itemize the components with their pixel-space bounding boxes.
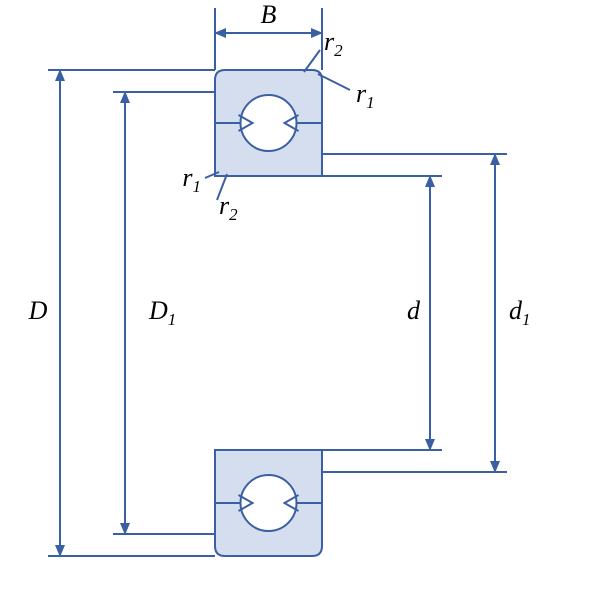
label-D1: D1	[148, 296, 176, 329]
label-r1-inner: r1	[182, 163, 201, 196]
label-r2-outer: r2	[324, 27, 343, 60]
bearing-cross-section-diagram: B D D1 d d1 r1 r2 r1 r2	[0, 0, 600, 600]
label-B: B	[261, 0, 277, 29]
bearing-bottom-half	[215, 450, 322, 556]
label-r2-inner: r2	[219, 191, 238, 224]
bearing-top-half	[215, 70, 322, 176]
label-d1: d1	[509, 296, 531, 329]
label-d: d	[407, 296, 421, 325]
label-D: D	[28, 296, 48, 325]
bearing-shapes	[215, 70, 322, 556]
label-r1-outer: r1	[356, 79, 375, 112]
